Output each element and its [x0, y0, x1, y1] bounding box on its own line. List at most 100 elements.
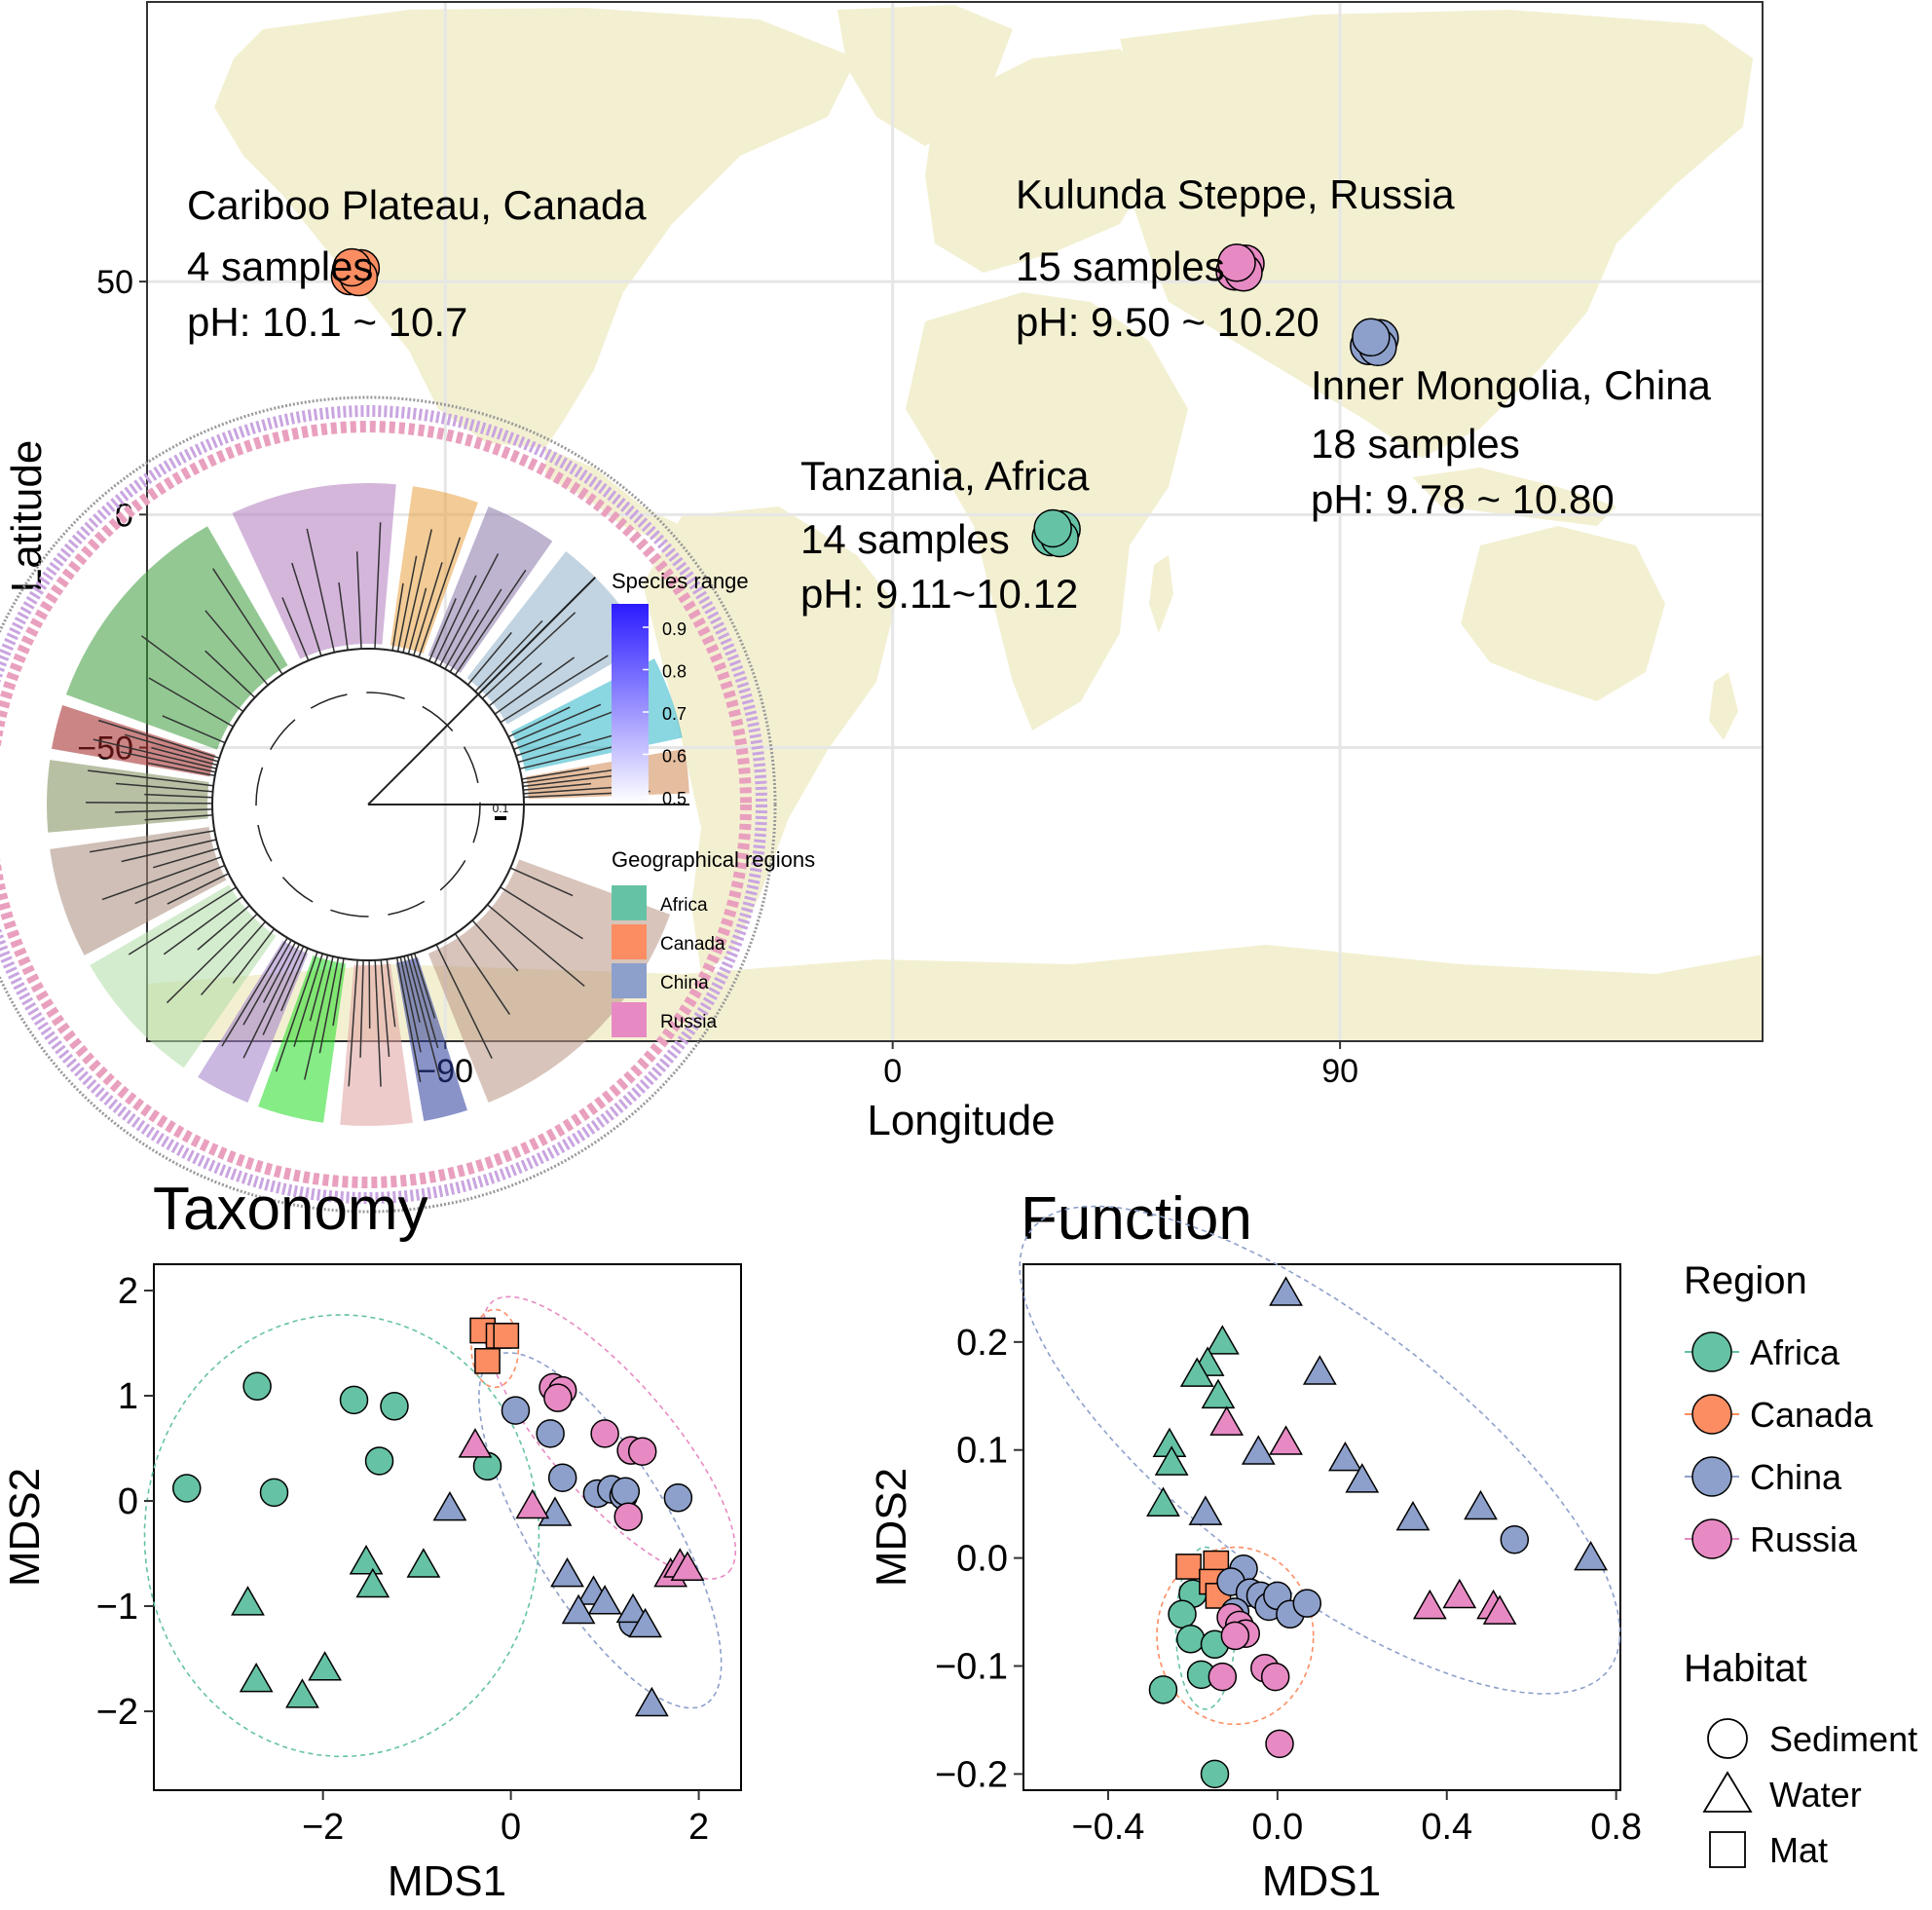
tree-branch: [293, 953, 323, 1047]
point-africa-water: [308, 1651, 342, 1681]
tree-branch: [262, 946, 305, 1035]
map-site-label-canada: 4 samples: [187, 243, 373, 289]
species-range-tick-label: 0.7: [662, 704, 687, 724]
tree-branch: [521, 767, 590, 780]
tree-branch: [522, 768, 619, 784]
tree-branch: [134, 864, 226, 905]
point-russia-water: [458, 1428, 493, 1458]
map-site-label-russia: 15 samples: [1016, 243, 1225, 289]
point-russia-sediment: [590, 1419, 619, 1448]
point-china-sediment: [501, 1396, 531, 1425]
tree-branch: [374, 522, 382, 650]
tree-branch: [444, 609, 480, 670]
habitat-legend-key-water: [1702, 1771, 1753, 1813]
map-site-label-china: Inner Mongolia, China: [1311, 362, 1712, 408]
inset-phylogenetic-tree: 0.1: [0, 395, 777, 1214]
point-china-water: [1574, 1540, 1608, 1571]
point-russia-sediment: [1265, 1729, 1294, 1759]
function-points: [1146, 1276, 1608, 1789]
habitat-legend-label-mat: Mat: [1769, 1830, 1828, 1870]
species-range-tick-label: 0.9: [662, 619, 687, 639]
tree-branch: [93, 738, 217, 769]
region-legend-key-russia: [1691, 1518, 1732, 1559]
habitat-legend-label-sediment: Sediment: [1769, 1719, 1917, 1759]
tree-branch: [454, 569, 527, 676]
tree-branch: [221, 937, 288, 1047]
tree-clade-wedges: [47, 482, 689, 1126]
tree-clade-wedge: [198, 940, 309, 1103]
tree-branch: [413, 953, 436, 1019]
taxonomy-panel: Taxonomy −2 0 2 2 1 0 −1 −2 MDS1 MDS2: [1, 1176, 742, 1905]
tree-branch: [144, 814, 213, 821]
point-africa-water: [355, 1567, 390, 1598]
point-canada-mat: [474, 1348, 501, 1374]
tree-branch: [166, 913, 258, 1004]
map-site-label-canada: Cariboo Plateau, Canada: [187, 182, 647, 228]
taxonomy-x-axis-label: MDS1: [388, 1857, 506, 1905]
map-site-label-africa: Tanzania, Africa: [800, 453, 1090, 499]
tree-branch: [439, 553, 500, 667]
x-tick-label: −0.4: [1071, 1807, 1144, 1848]
point-africa-water: [1205, 1325, 1240, 1355]
geo-legend-label-canada: Canada: [660, 934, 725, 955]
tree-branch: [481, 612, 576, 699]
tree-clade-wedge: [90, 884, 277, 1068]
point-africa-sediment: [380, 1392, 409, 1421]
point-africa-sediment: [259, 1478, 289, 1508]
map-panel-border: [146, 1, 1764, 1042]
region-legend-title: Region: [1684, 1259, 1807, 1302]
map-site-label-canada: pH: 10.1 ~ 10.7: [187, 299, 467, 345]
tree-branch: [407, 587, 427, 655]
point-russia-water: [1269, 1425, 1303, 1455]
point-china-water: [1241, 1435, 1276, 1465]
x-tick-label: 0.4: [1421, 1807, 1472, 1848]
species-range-title: Species range: [612, 569, 749, 593]
taxonomy-axes: −2 0 2 2 1 0 −1 −2: [96, 1271, 709, 1848]
point-china-water: [550, 1556, 584, 1588]
land-north-america: [214, 8, 857, 448]
point-canada-mat: [493, 1323, 520, 1349]
tree-branch: [515, 733, 581, 757]
map-gridlines: [147, 2, 1763, 1041]
species-range-colorbar: [612, 604, 649, 804]
point-china-water: [615, 1592, 650, 1624]
tree-branch: [115, 808, 213, 813]
map-site-point-canada: [332, 247, 372, 287]
tree-branch: [212, 568, 283, 675]
tree-branch: [332, 957, 345, 1027]
tree-branch: [471, 919, 519, 972]
point-china-water: [628, 1607, 662, 1638]
ellipse-china: [478, 1351, 723, 1709]
tree-clade-wedge: [340, 963, 413, 1126]
function-plot-area: [1022, 1263, 1621, 1791]
tree-branch: [391, 582, 404, 652]
species-range-tick-label: 0.8: [662, 662, 687, 682]
tree-branch: [487, 904, 585, 987]
point-russia-water: [1209, 1405, 1245, 1436]
tree-branch: [454, 933, 511, 1015]
point-africa-sediment: [364, 1446, 394, 1476]
map-panel: Cariboo Plateau, Canada 4 samples pH: 10.1…: [0, 1, 1764, 1214]
taxonomy-title: Taxonomy: [153, 1176, 428, 1243]
land-south-america: [643, 506, 896, 974]
point-russia-water: [1442, 1578, 1477, 1609]
tree-branch: [120, 751, 216, 773]
map-y-tick-label: 50: [96, 264, 133, 301]
tree-branch: [395, 957, 422, 1083]
tree-clade-wedge: [47, 760, 209, 833]
ellipse-russia: [482, 1295, 737, 1580]
point-china-water: [1328, 1441, 1362, 1472]
y-tick-label: −2: [96, 1692, 138, 1733]
point-china-water: [561, 1593, 596, 1625]
map-site-point-russia: [1217, 243, 1256, 282]
land-madagascar: [1149, 555, 1173, 633]
tree-branch: [281, 597, 310, 661]
geo-legend-swatch-russia: [612, 1002, 647, 1037]
function-x-axis-label: MDS1: [1262, 1857, 1381, 1905]
point-china-water: [1464, 1489, 1498, 1520]
y-tick-label: −0.2: [935, 1754, 1008, 1795]
point-africa-water: [349, 1545, 384, 1575]
tree-branch: [163, 896, 243, 955]
tree-branch: [418, 537, 462, 657]
